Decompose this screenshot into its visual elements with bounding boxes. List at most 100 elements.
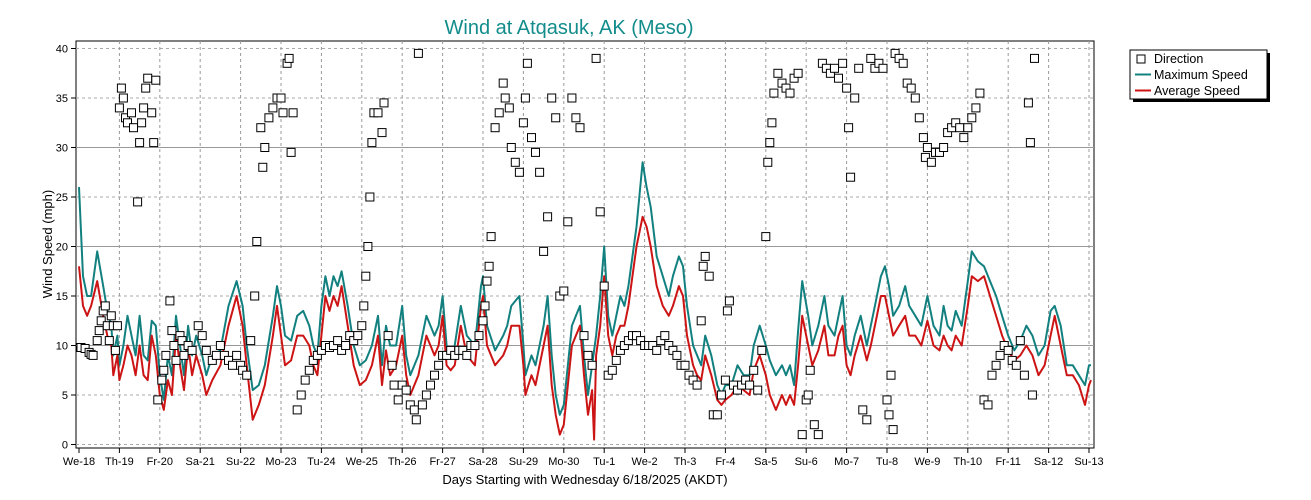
direction-marker [118, 93, 128, 103]
x-tick-label: We-2 [632, 456, 658, 468]
direction-marker [712, 410, 722, 420]
direction-marker [866, 53, 876, 63]
direction-marker [918, 133, 928, 143]
direction-marker [143, 73, 153, 83]
direction-marker [486, 232, 496, 242]
direction-marker [367, 138, 377, 148]
direction-marker [724, 296, 734, 306]
direction-marker [401, 385, 411, 395]
x-tick-label: We-9 [914, 456, 940, 468]
direction-marker [357, 321, 367, 331]
direction-marker [539, 246, 549, 256]
direction-marker [547, 93, 557, 103]
legend-direction-label: Direction [1154, 52, 1203, 66]
x-tick-label: Su-29 [509, 456, 538, 468]
direction-marker [830, 63, 839, 73]
direction-marker [193, 321, 203, 331]
y-axis-ticks: 0 5 10 15 20 25 30 35 40 [56, 44, 76, 452]
x-tick-label: Fr-11 [995, 456, 1020, 468]
direction-marker [296, 390, 306, 400]
direction-marker [430, 370, 439, 380]
direction-marker [304, 365, 314, 375]
direction-marker [159, 365, 169, 375]
direction-marker [906, 83, 916, 93]
direction-marker [995, 350, 1005, 360]
direction-marker [858, 405, 868, 415]
x-tick-label: Tu-1 [593, 456, 615, 468]
direction-marker [809, 420, 819, 430]
direction-marker [745, 380, 755, 390]
y-tick-label: 30 [56, 143, 68, 155]
direction-marker [278, 108, 288, 118]
direction-marker [510, 157, 520, 167]
direction-marker [785, 88, 795, 98]
direction-marker [276, 93, 286, 103]
direction-marker [767, 118, 777, 128]
series-layer [76, 48, 1092, 441]
direction-marker [474, 331, 484, 341]
direction-marker [133, 197, 143, 207]
x-tick-label: Fr-27 [429, 456, 455, 468]
direction-marker [333, 336, 343, 346]
direction-marker [284, 53, 294, 63]
direction-marker [838, 58, 848, 68]
direction-marker [165, 296, 175, 306]
direction-marker [920, 152, 930, 162]
x-tick-label: Mo-30 [548, 456, 579, 468]
direction-marker [264, 113, 274, 123]
direction-marker [1003, 345, 1013, 355]
direction-marker [963, 123, 973, 133]
avg-speed-line [78, 215, 1092, 441]
direction-marker [660, 331, 670, 341]
direction-marker [88, 350, 98, 360]
direction-marker [591, 53, 601, 63]
direction-marker [94, 326, 104, 336]
direction-marker [300, 375, 310, 385]
direction-marker [813, 430, 823, 440]
x-tick-label: Mo-7 [834, 456, 859, 468]
direction-marker [763, 157, 773, 167]
direction-marker [361, 271, 371, 281]
x-tick-label: Fr-20 [147, 456, 173, 468]
x-tick-label: Su-13 [1074, 456, 1103, 468]
direction-marker [157, 375, 167, 385]
direction-marker [129, 123, 138, 133]
direction-marker [854, 63, 864, 73]
direction-marker [147, 108, 157, 118]
direction-marker [149, 138, 159, 148]
direction-marker [232, 350, 242, 360]
direction-marker [153, 395, 163, 405]
direction-marker [137, 118, 147, 128]
direction-marker [692, 380, 702, 390]
x-tick-label: Mo-23 [265, 456, 296, 468]
direction-marker [696, 316, 706, 326]
direction-marker [563, 217, 573, 227]
direction-marker [862, 415, 872, 425]
x-tick-label: Tu-8 [876, 456, 898, 468]
x-tick-label: We-25 [346, 456, 378, 468]
x-tick-label: Su-6 [795, 456, 818, 468]
direction-marker [421, 390, 431, 400]
direction-marker [211, 350, 221, 360]
direction-marker [92, 336, 102, 346]
direction-marker [878, 63, 888, 73]
legend: Direction Maximum Speed Average Speed [1129, 49, 1270, 102]
direction-marker [116, 83, 126, 93]
direction-marker [123, 118, 132, 128]
direction-marker [151, 75, 161, 85]
x-tick-label: Th-3 [674, 456, 697, 468]
direction-marker [169, 341, 179, 350]
direction-marker [595, 207, 605, 217]
direction-marker [215, 341, 225, 350]
direction-marker [413, 48, 423, 58]
direction-marker [387, 360, 397, 370]
x-tick-label: Sa-12 [1034, 456, 1063, 468]
direction-marker [106, 311, 116, 321]
direction-marker [922, 143, 932, 152]
direction-marker [583, 350, 593, 360]
direction-marker [478, 316, 488, 326]
direction-marker [228, 360, 237, 370]
direction-marker [426, 380, 435, 390]
direction-marker [100, 301, 110, 311]
direction-marker [379, 98, 389, 108]
